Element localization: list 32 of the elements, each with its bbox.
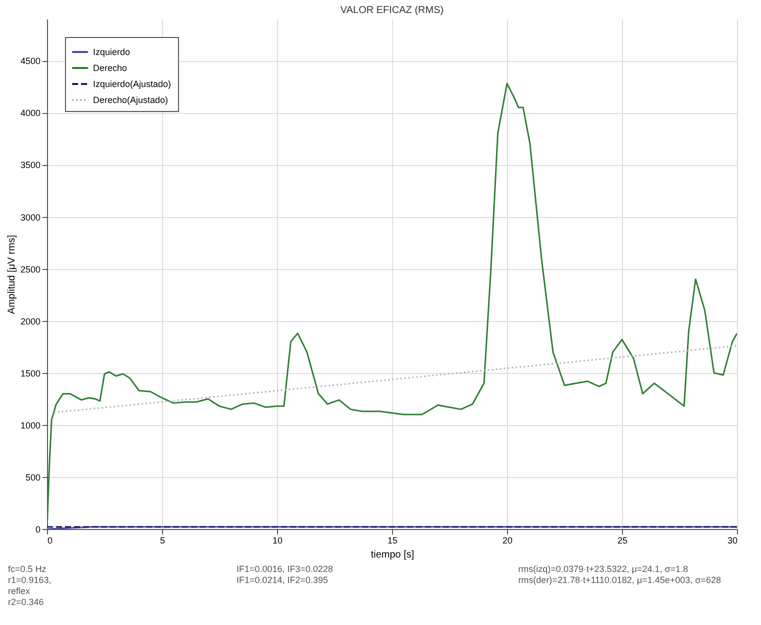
text: r2=0.346 bbox=[8, 597, 45, 608]
legend-label: Izquierdo(Ajustado) bbox=[93, 79, 172, 89]
x-axis-title: tiempo [s] bbox=[370, 550, 414, 560]
y-tick-label: 2500 bbox=[20, 264, 40, 274]
text: IF1=0.0214, IF2=0.395 bbox=[236, 575, 330, 586]
y-axis-title: Amplitud [μV rms] bbox=[6, 234, 18, 314]
legend-label: Derecho bbox=[93, 63, 128, 73]
x-tick-label: 0 bbox=[48, 536, 53, 546]
y-tick-label: 1000 bbox=[20, 420, 40, 430]
text: IF1=0.0016, IF3=0.0228 bbox=[236, 564, 334, 575]
text: fc=0.5 Hz bbox=[8, 564, 48, 575]
text: reflex bbox=[8, 586, 32, 597]
legend-label: Izquierdo bbox=[93, 47, 130, 57]
x-tick-label: 15 bbox=[387, 536, 398, 546]
y-tick-label: 2000 bbox=[20, 316, 40, 326]
x-tick-label: 30 bbox=[727, 536, 738, 546]
y-tick-label: 500 bbox=[25, 472, 40, 482]
x-tick-label: 5 bbox=[160, 536, 166, 546]
y-tick-label: 0 bbox=[35, 524, 40, 534]
text: rms(der)=21.78·t+1110.0182, μ=1.45e+003, σ=628 bbox=[518, 575, 721, 586]
y-tick-label: 3500 bbox=[20, 160, 40, 170]
x-tick-label: 10 bbox=[272, 536, 283, 546]
y-tick-label: 3000 bbox=[20, 212, 40, 222]
y-tick-label: 4500 bbox=[20, 56, 40, 66]
text: r1=0.9163, bbox=[8, 575, 52, 586]
text: rms(izq)=0.0379·t+23.5322, μ=24.1, σ=1.8 bbox=[518, 564, 690, 575]
x-tick-label: 20 bbox=[502, 536, 513, 546]
x-tick-label: 25 bbox=[617, 536, 628, 546]
y-tick-label: 4000 bbox=[20, 108, 40, 118]
chart-title: VALOR EFICAZ (RMS) bbox=[340, 5, 444, 16]
y-tick-label: 1500 bbox=[20, 368, 40, 378]
legend-label: Derecho(Ajustado) bbox=[93, 95, 168, 105]
